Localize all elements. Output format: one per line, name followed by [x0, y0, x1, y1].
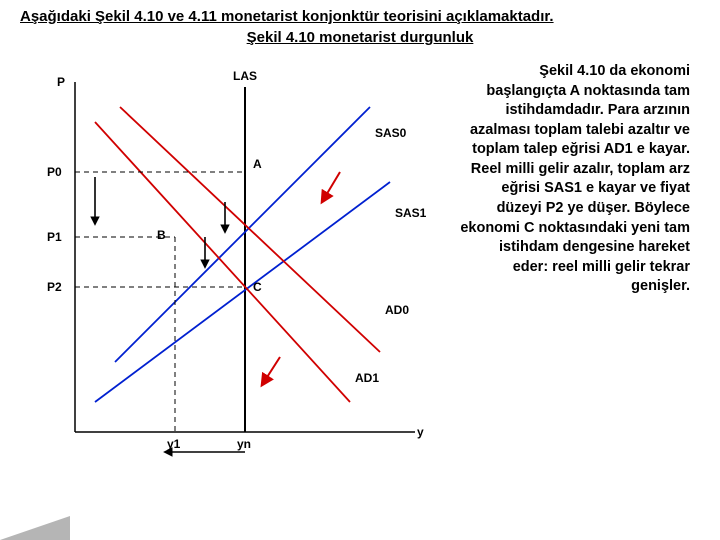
svg-text:P0: P0	[47, 165, 62, 179]
svg-text:LAS: LAS	[233, 69, 257, 83]
svg-text:y1: y1	[167, 437, 181, 451]
header-text: Aşağıdaki Şekil 4.10 ve 4.11 monetarist …	[0, 0, 720, 29]
economics-diagram: Py LAS SAS0 SAS1 AD0 AD1 P0 P1 P2 y1 yn A B C	[20, 52, 440, 482]
explanation-paragraph: Şekil 4.10 da ekonomi başlangıçta A nokt…	[440, 52, 700, 482]
svg-text:SAS1: SAS1	[395, 206, 427, 220]
subheader-text: Şekil 4.10 monetarist durgunluk	[0, 29, 720, 52]
corner-accent	[0, 516, 70, 540]
svg-text:yn: yn	[237, 437, 251, 451]
svg-text:B: B	[157, 228, 166, 242]
svg-text:y: y	[417, 425, 424, 439]
chart-container: Py LAS SAS0 SAS1 AD0 AD1 P0 P1 P2 y1 yn A B C	[20, 52, 440, 482]
svg-text:AD1: AD1	[355, 371, 379, 385]
svg-text:AD0: AD0	[385, 303, 409, 317]
content-row: Py LAS SAS0 SAS1 AD0 AD1 P0 P1 P2 y1 yn A B C Şekil 4…	[0, 52, 720, 482]
svg-text:P2: P2	[47, 280, 62, 294]
svg-text:C: C	[253, 280, 262, 294]
svg-text:SAS0: SAS0	[375, 126, 407, 140]
svg-text:P: P	[57, 75, 65, 89]
svg-text:P1: P1	[47, 230, 62, 244]
svg-text:A: A	[253, 157, 262, 171]
